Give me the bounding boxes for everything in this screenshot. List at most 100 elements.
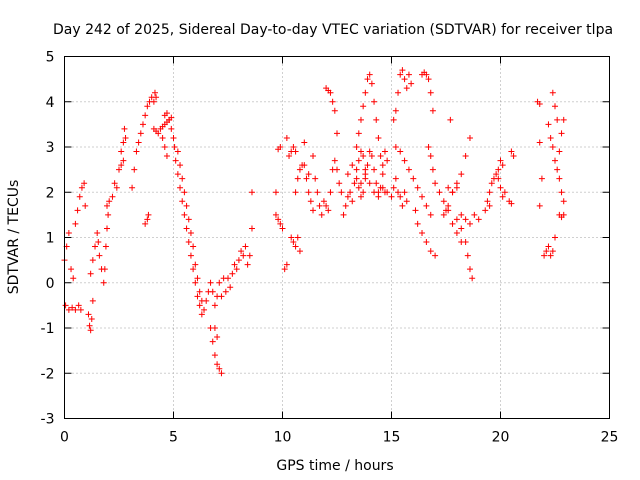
data-point [357,193,364,200]
data-point [368,153,375,160]
data-point [427,89,434,96]
data-point [347,189,354,196]
data-point [458,171,465,178]
data-point [471,211,478,218]
data-point [286,153,293,160]
data-point [554,166,561,173]
data-point [159,134,166,141]
data-point [357,116,364,123]
data-point [556,175,563,182]
data-point [329,98,336,105]
data-point [364,76,371,83]
y-tick-label: 3 [46,140,55,156]
data-point [379,171,386,178]
data-point [133,148,140,155]
data-point [183,225,190,232]
data-point [464,252,471,259]
data-point [499,162,506,169]
data-point [244,261,251,268]
data-point [296,166,303,173]
y-tick-label: -2 [41,366,55,382]
data-point [560,211,567,218]
data-point [198,311,205,318]
data-point [552,234,558,241]
data-point [495,166,502,173]
data-point [145,211,152,218]
data-point [86,322,93,329]
data-point [399,202,406,209]
data-point [310,153,317,160]
data-point [216,365,223,372]
x-tick-label: 20 [492,430,510,446]
data-point [453,216,460,223]
data-point [240,252,247,259]
data-point [116,166,122,173]
data-point [401,76,408,83]
data-point [508,200,515,207]
data-point [118,148,125,155]
chart-title: Day 242 of 2025, Sidereal Day-to-day VTE… [53,22,613,38]
data-point [96,252,103,259]
data-point [150,98,157,105]
data-point [486,202,493,209]
data-point [192,261,199,268]
x-tick-label: 15 [383,430,401,446]
data-point [74,207,81,214]
data-point [327,189,334,196]
data-point [312,175,319,182]
data-point [419,229,426,236]
x-tick-label: 5 [169,430,178,446]
data-point [353,175,360,182]
data-point [371,98,378,105]
data-point [381,148,388,155]
data-point [292,243,299,250]
data-point [168,125,175,132]
data-point [547,134,554,141]
data-point [338,189,345,196]
data-point [101,266,108,273]
y-tick-label: 4 [46,95,55,111]
plot-frame [64,56,610,419]
data-point [155,130,162,137]
data-point [248,225,255,232]
y-axis-label: SDTVAR / TECUs [6,180,22,295]
data-point [216,279,223,286]
data-point [536,139,543,146]
data-point [462,239,469,246]
data-point [137,130,144,137]
data-point [272,189,279,196]
data-point [327,89,334,96]
data-point [445,202,452,209]
data-point [344,193,351,200]
data-point [405,71,412,78]
data-point [211,325,218,331]
data-point [120,157,127,164]
data-point [174,171,181,178]
data-point [357,148,364,155]
data-point [92,243,99,250]
data-point [484,198,491,205]
data-point [171,144,178,150]
data-point [194,293,201,300]
data-point [414,184,421,191]
data-point [70,275,77,282]
data-point [185,216,192,223]
data-point [277,220,284,227]
data-point [373,180,380,187]
data-point [225,275,231,282]
y-tick-label: -1 [41,321,55,337]
data-point [235,257,242,264]
data-point [360,103,367,110]
data-point [408,80,415,87]
data-point [392,144,399,150]
data-point [423,71,430,78]
data-point [106,198,113,205]
data-point [166,116,173,123]
data-point [170,134,177,141]
data-point [340,211,347,218]
data-point [390,116,397,123]
data-point [196,288,203,295]
data-point [362,171,369,178]
data-point [65,229,72,236]
data-point [72,306,79,313]
